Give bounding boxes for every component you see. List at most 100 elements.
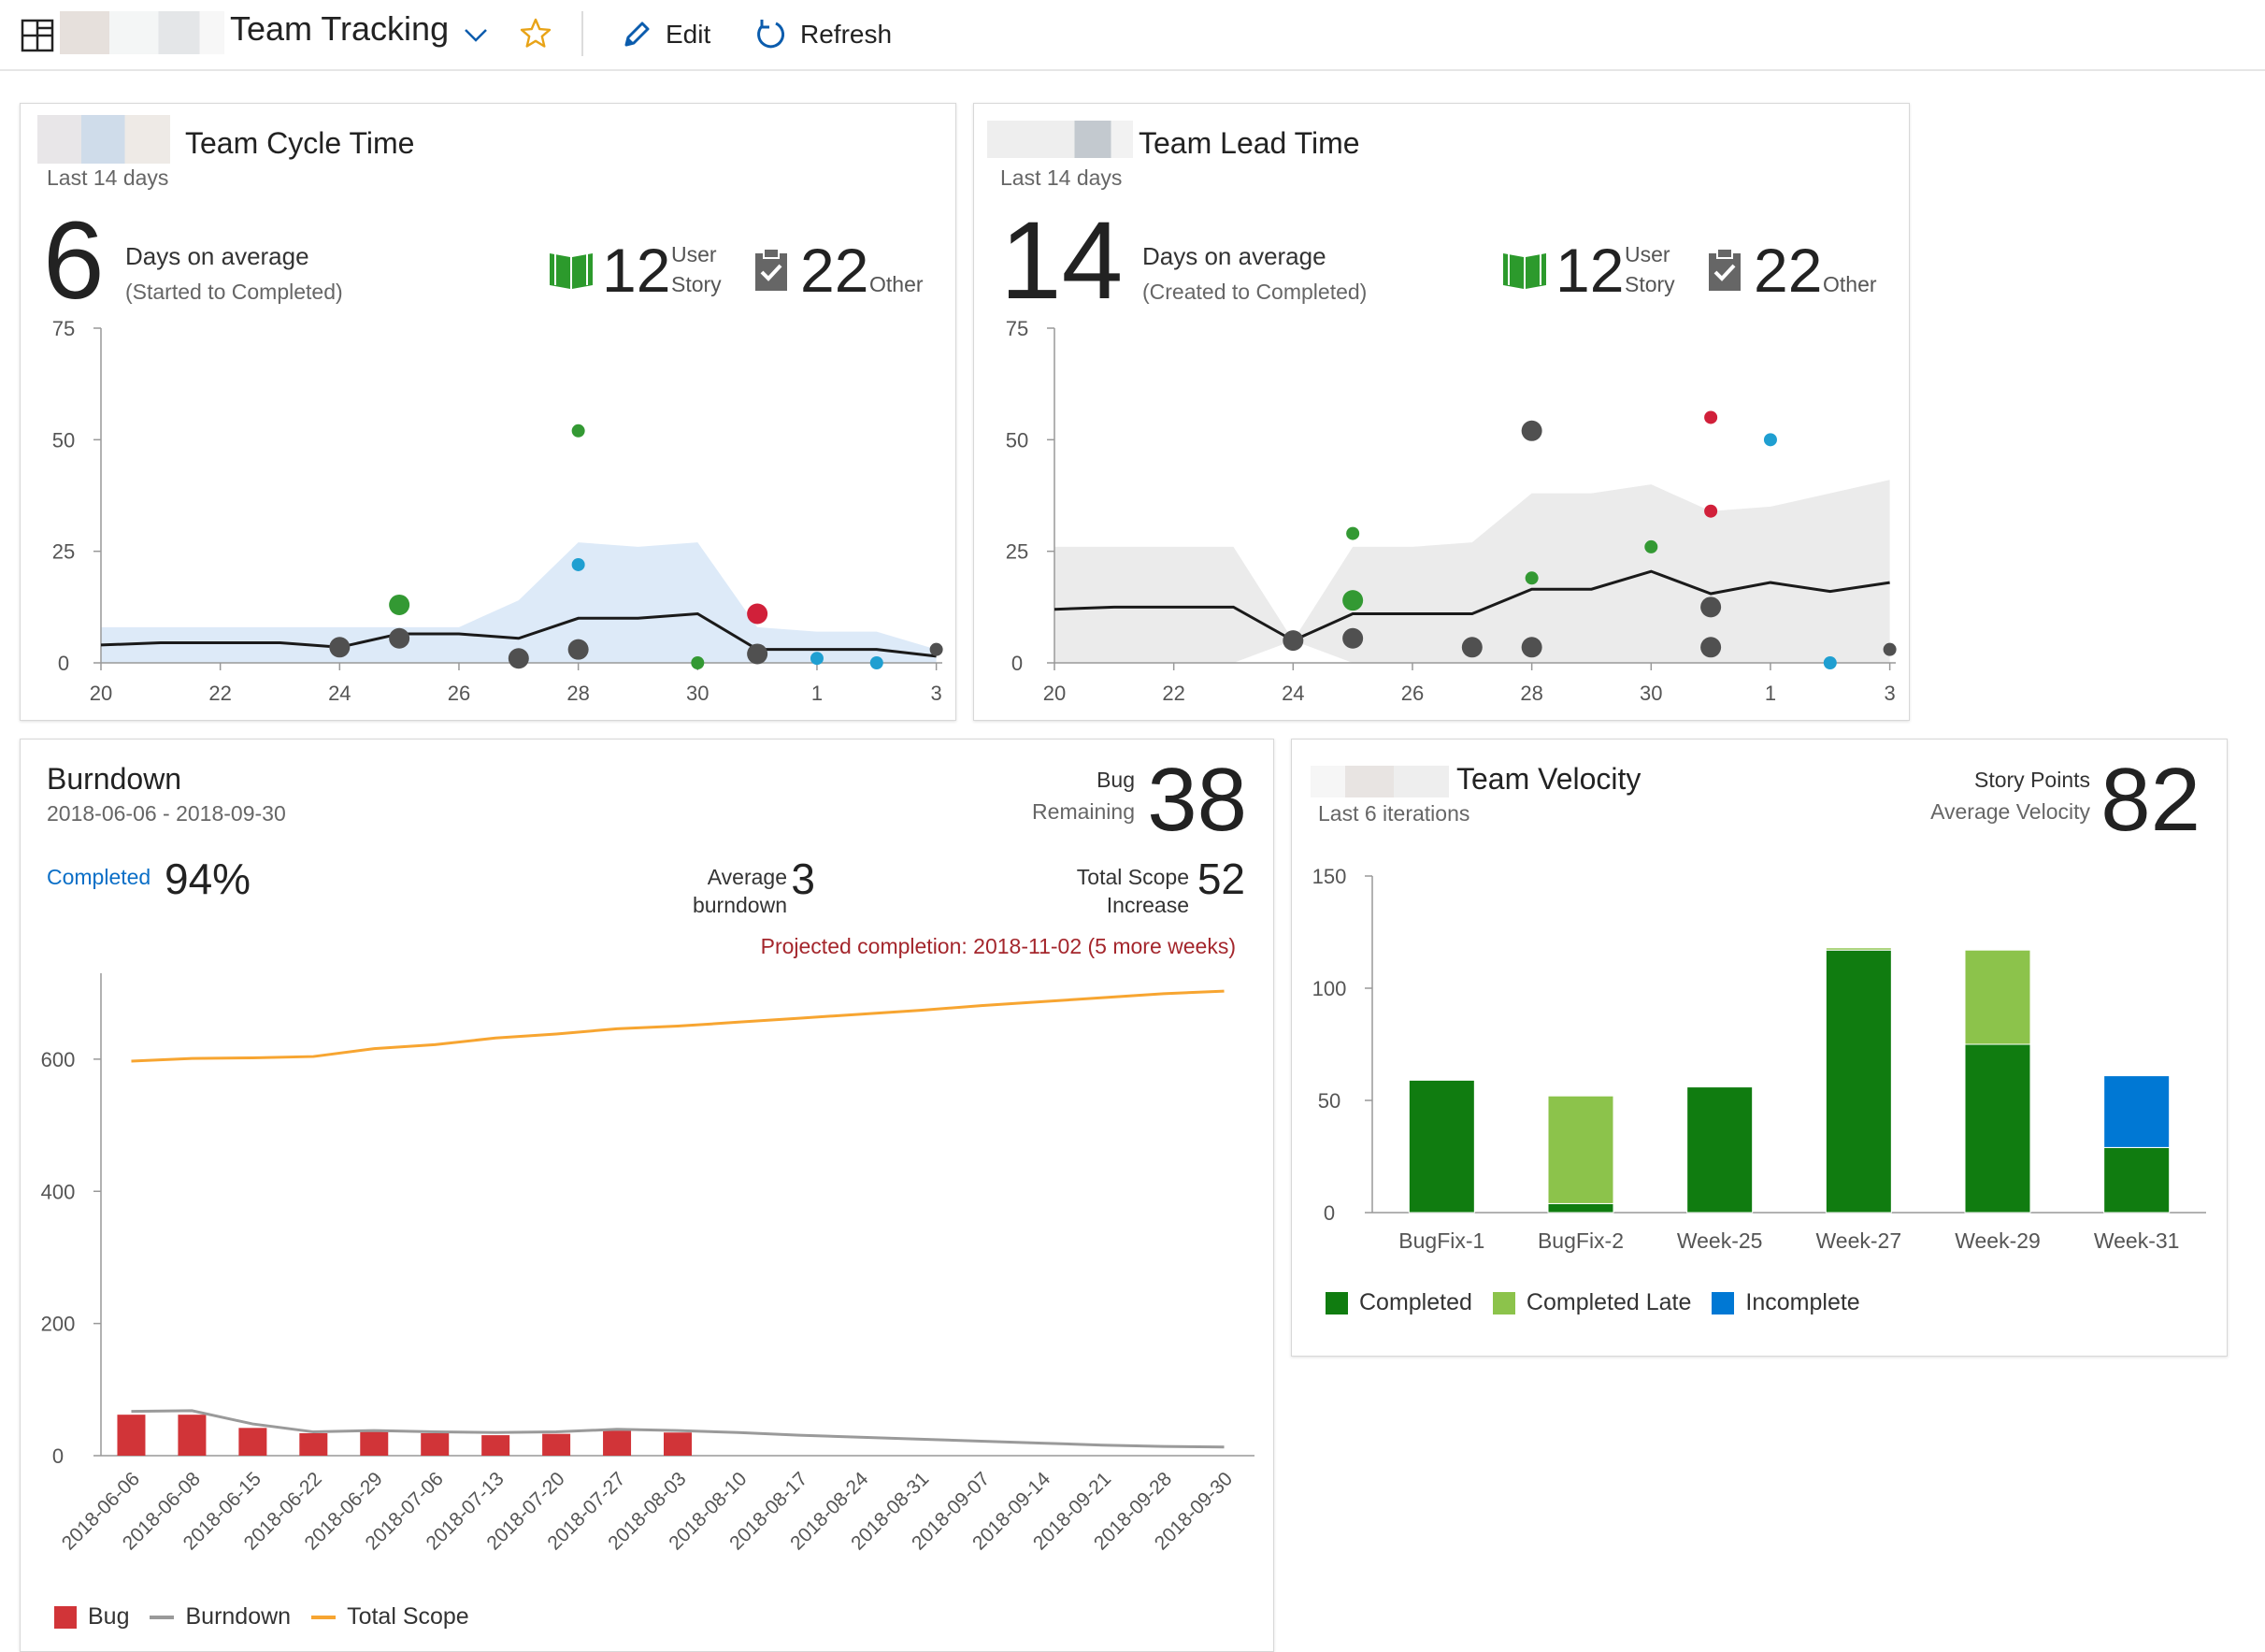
cycle-time-widget[interactable]: Team Cycle Time Last 14 days 6 Days on a… (20, 103, 956, 721)
legend-item-bug[interactable]: Bug (54, 1603, 129, 1630)
bug-bar (238, 1428, 267, 1456)
refresh-icon (757, 20, 785, 49)
legend-swatch (1492, 1291, 1515, 1314)
bug-bar (603, 1430, 632, 1456)
work-item-point (389, 627, 410, 649)
work-item-point (929, 642, 943, 656)
burndown-chart[interactable]: 02004006002018-06-062018-06-082018-06-15… (21, 955, 1273, 1562)
x-tick-label: 30 (686, 682, 709, 705)
x-tick-label: Week-29 (1955, 1228, 2041, 1253)
x-tick-label: 26 (448, 682, 470, 705)
completed-late-bar (1964, 949, 2031, 1045)
widget-title: Team Velocity (1456, 762, 1641, 796)
legend-swatch (54, 1605, 77, 1629)
work-item-point (1644, 539, 1658, 553)
x-tick-label: 1 (1765, 682, 1776, 705)
work-item-point (1346, 526, 1360, 540)
dashboard-title[interactable]: Team Tracking (230, 9, 450, 48)
work-item-point (1704, 504, 1718, 518)
legend-label: Completed Late (1526, 1289, 1692, 1315)
widget-subtitle: Last 6 iterations (1318, 801, 1470, 826)
refresh-label: Refresh (800, 20, 893, 49)
average-sublabel: (Created to Completed) (1142, 280, 1368, 304)
velocity-legend: Completed Completed Late Incomplete (1326, 1289, 1881, 1316)
cycle-time-chart[interactable]: 025507520Jul22242628301Aug3 (21, 319, 955, 711)
total-scope-line (131, 989, 1225, 1063)
x-tick-label: 20 (1043, 682, 1066, 705)
user-story-count: 12 (602, 236, 671, 305)
moving-average-line (100, 611, 937, 658)
chevron-down-icon[interactable] (462, 24, 490, 45)
x-tick-label: 22 (208, 682, 231, 705)
clipboard-check-icon (1709, 248, 1741, 291)
completed-bar (2103, 1146, 2171, 1214)
completed-bar (1547, 1202, 1614, 1214)
edit-button[interactable]: Edit (621, 13, 710, 56)
legend-item-completed[interactable]: Completed (1326, 1289, 1472, 1316)
remaining-label: Remaining (1032, 799, 1135, 824)
y-tick-label: 400 (41, 1180, 76, 1203)
work-item-point (1283, 630, 1304, 652)
bug-bar (117, 1415, 146, 1456)
refresh-button[interactable]: Refresh (753, 13, 892, 56)
work-item-point (389, 594, 410, 615)
dashboard-toolbar: Team Tracking Edit Refresh (0, 0, 2265, 71)
completed-label: Completed (47, 865, 151, 889)
remaining-value: 38 (1147, 750, 1247, 850)
legend-item-completed-late[interactable]: Completed Late (1492, 1289, 1692, 1316)
x-tick-label: 24 (328, 682, 351, 705)
completed-bar (1408, 1079, 1475, 1214)
confidence-band (1054, 480, 1890, 663)
user-story-label-2: Story (671, 272, 722, 296)
other-label: Other (869, 272, 924, 296)
legend-label: Total Scope (347, 1603, 469, 1630)
average-burndown-value: 3 (791, 855, 815, 903)
confidence-band (101, 542, 937, 663)
bug-label: Bug (1097, 768, 1135, 792)
other-count: 22 (1754, 236, 1823, 305)
projected-completion: Projected completion: 2018-11-02 (5 more… (760, 934, 1236, 958)
work-item-point (571, 557, 585, 571)
pencil-icon (624, 22, 650, 47)
incomplete-bar (2103, 1075, 2171, 1148)
user-story-label-1: User (1625, 242, 1670, 266)
legend-label: Bug (88, 1603, 130, 1630)
book-icon (1503, 253, 1546, 289)
work-item-point (691, 656, 705, 669)
y-tick-label: 50 (1006, 428, 1028, 452)
average-days-value: 6 (43, 199, 105, 323)
bug-bar (178, 1415, 207, 1456)
x-tick-label: 1 (811, 682, 823, 705)
toolbar-separator (581, 11, 583, 56)
completed-late-bar (1547, 1095, 1614, 1204)
work-item-point (1525, 571, 1539, 585)
average-label: Days on average (1142, 242, 1326, 270)
legend-item-incomplete[interactable]: Incomplete (1712, 1289, 1860, 1316)
work-item-point (747, 603, 768, 625)
widget-title: Team Lead Time (1139, 126, 1360, 160)
legend-item-total-scope[interactable]: Total Scope (311, 1603, 469, 1630)
work-item-point (1461, 637, 1483, 658)
widget-subtitle: Last 14 days (1000, 165, 1123, 190)
star-icon[interactable] (519, 17, 552, 50)
x-tick-label: 22 (1162, 682, 1184, 705)
velocity-chart[interactable]: 0 50 100 150 BugFix-1 BugFix-2 Week-25 Week-27 W… (1292, 861, 2227, 1263)
y-tick-label: 50 (52, 428, 75, 452)
lead-time-chart[interactable]: 025507520Jul22242628301Aug3 (974, 319, 1909, 711)
lead-time-widget[interactable]: Team Lead Time Last 14 days 14 Days on a… (973, 103, 1910, 721)
x-tick-label: 30 (1640, 682, 1662, 705)
other-label: Other (1823, 272, 1877, 296)
x-tick-label: BugFix-2 (1538, 1228, 1624, 1253)
edit-label: Edit (666, 20, 711, 49)
burndown-widget[interactable]: Burndown 2018-06-06 - 2018-09-30 Bug Rem… (20, 739, 1274, 1652)
legend-item-burndown[interactable]: Burndown (150, 1603, 291, 1630)
dashboard-icon[interactable] (21, 19, 54, 52)
average-days-value: 14 (1000, 199, 1124, 323)
legend-swatch (1326, 1291, 1348, 1314)
work-item-point (567, 639, 589, 660)
velocity-widget[interactable]: Team Velocity Last 6 iterations Story Po… (1291, 739, 2228, 1357)
burndown-legend: Bug Burndown Total Scope (54, 1603, 490, 1630)
work-item-point (869, 656, 883, 669)
x-tick-label: 20 (90, 682, 112, 705)
bug-bar (421, 1432, 450, 1456)
